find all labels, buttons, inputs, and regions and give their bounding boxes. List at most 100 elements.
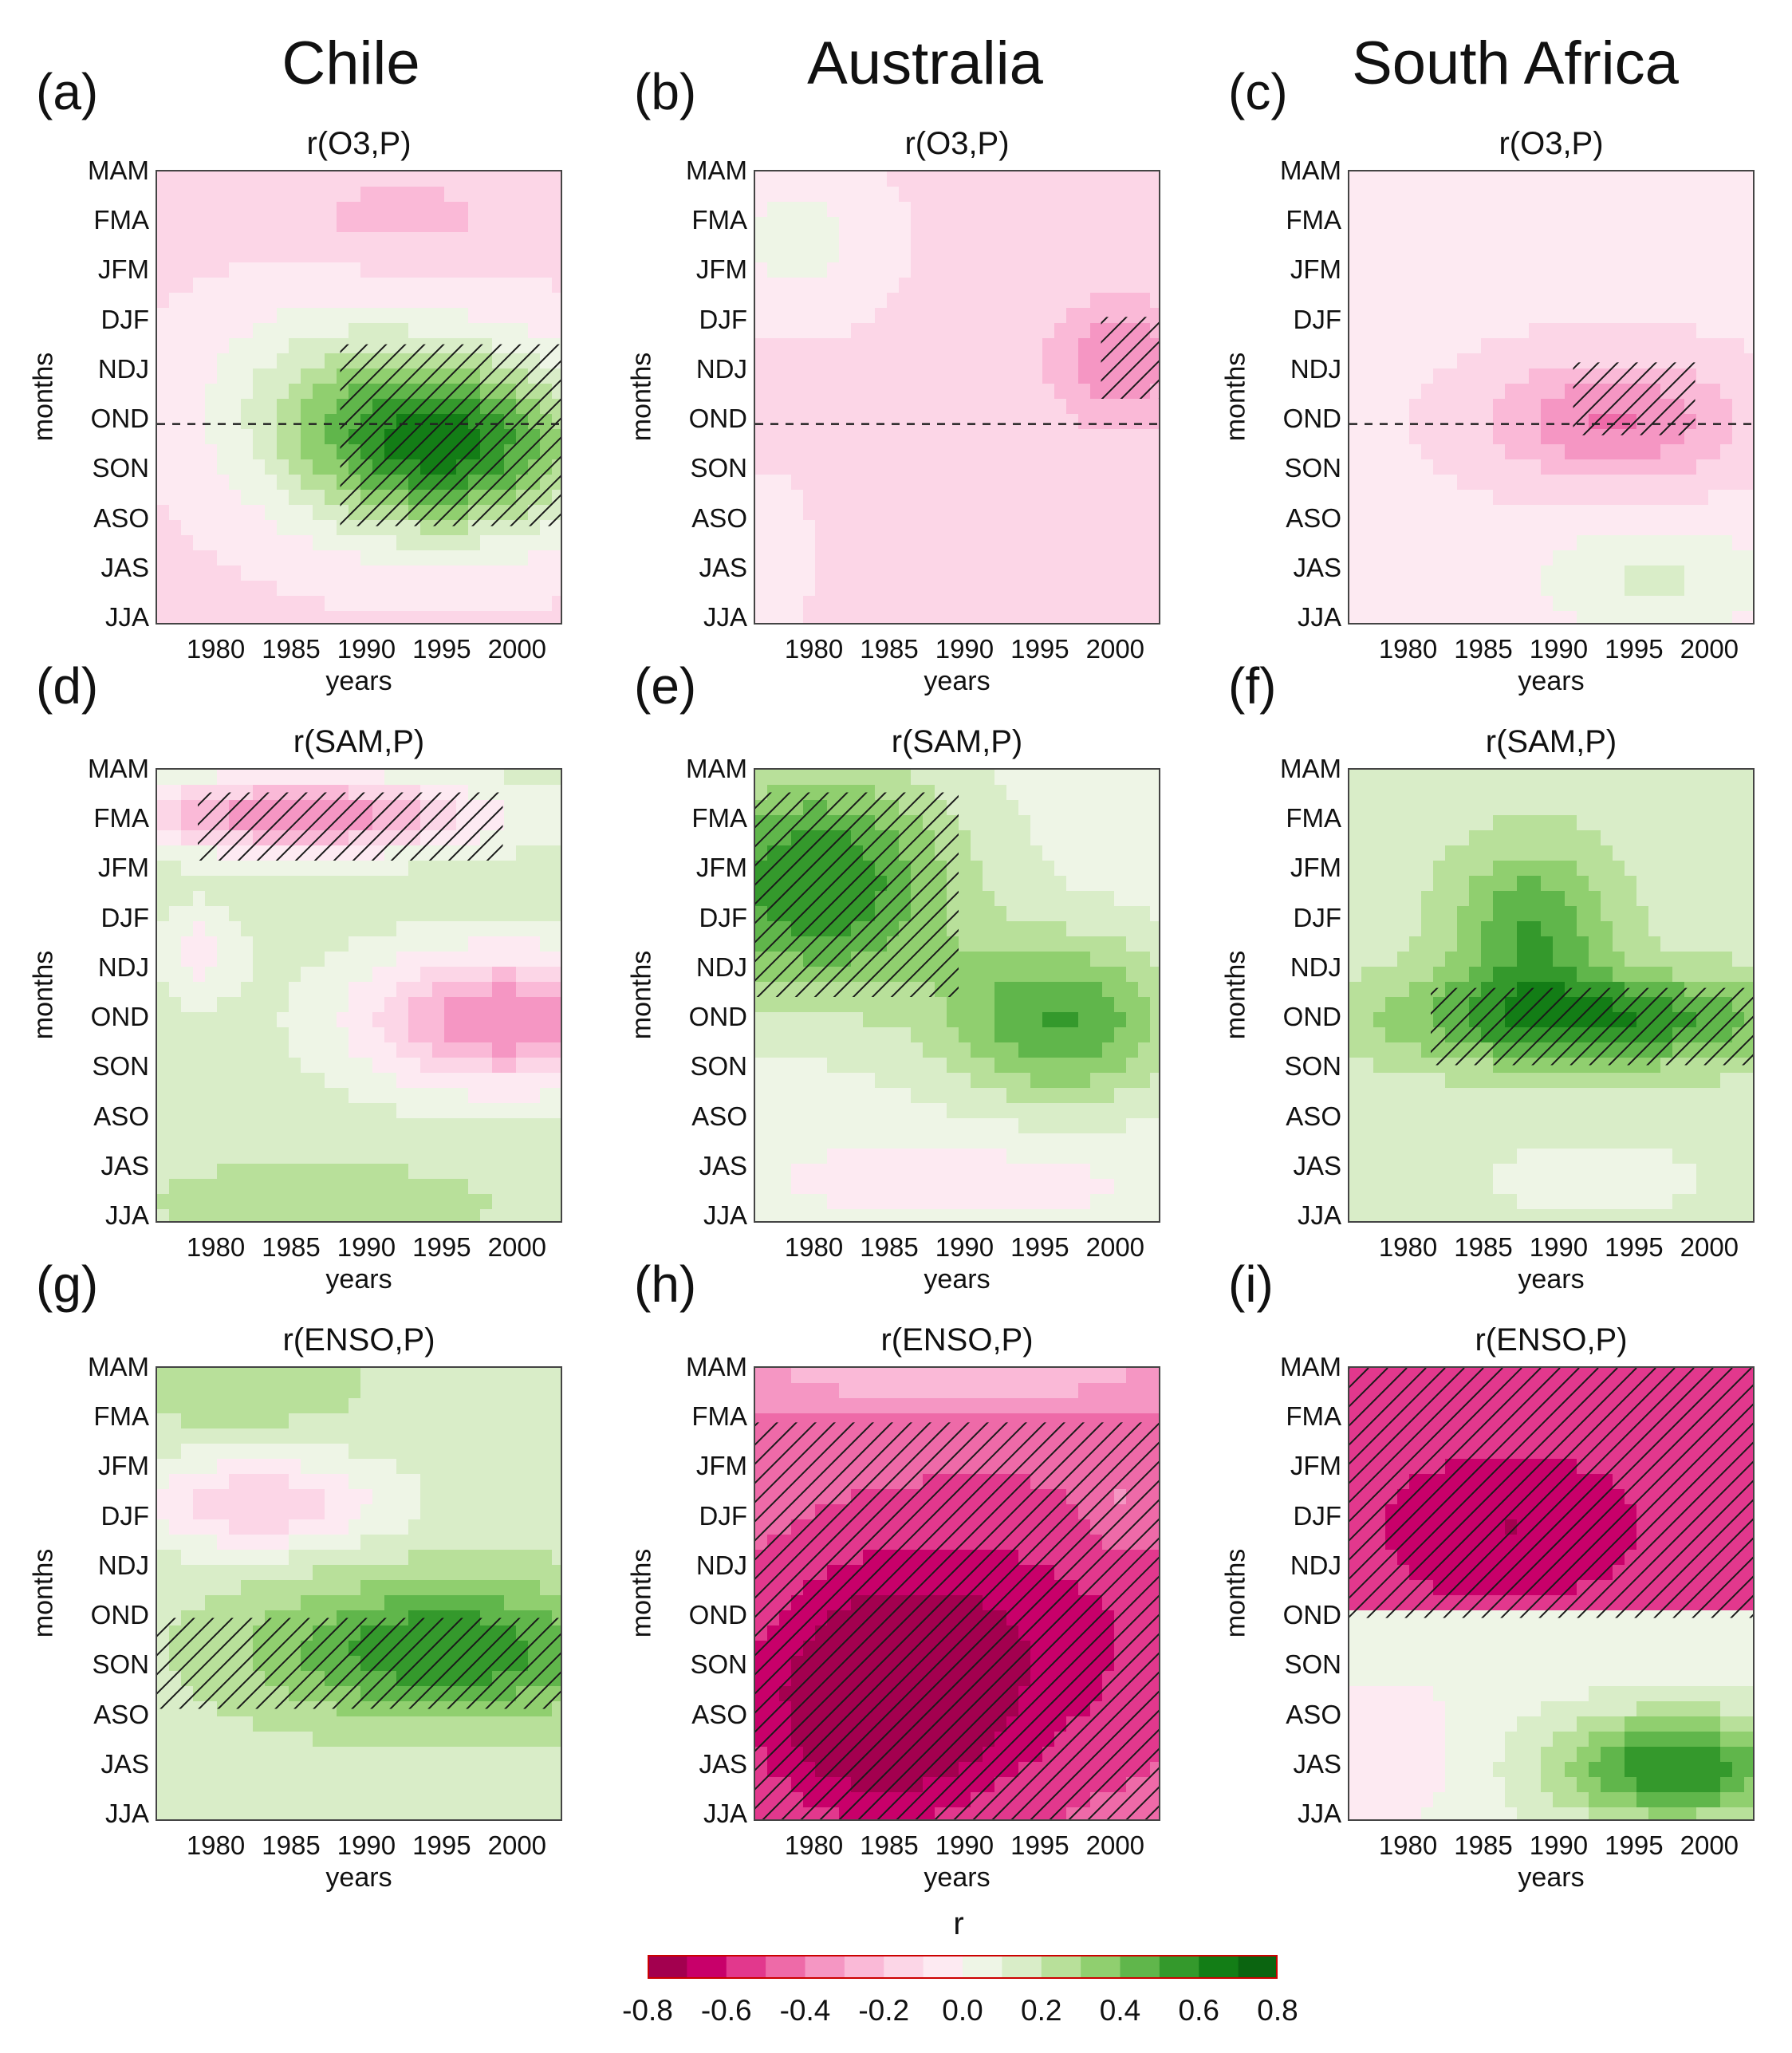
heatmap-cell bbox=[193, 891, 206, 907]
heatmap-cell bbox=[193, 936, 206, 952]
heatmap-cell bbox=[420, 921, 433, 937]
heatmap-cell bbox=[791, 581, 804, 597]
heatmap-cell bbox=[432, 815, 445, 831]
heatmap-cell bbox=[157, 891, 170, 907]
y-tick-label: MAM bbox=[88, 156, 149, 185]
heatmap-cell bbox=[193, 785, 206, 801]
heatmap-cell bbox=[492, 770, 505, 786]
heatmap-cell bbox=[504, 936, 517, 952]
heatmap-cell bbox=[1577, 611, 1589, 623]
heatmap-cell bbox=[217, 1209, 230, 1221]
heatmap-cell bbox=[959, 1103, 971, 1119]
heatmap-cell bbox=[1006, 459, 1019, 475]
heatmap-cell bbox=[1457, 202, 1470, 218]
heatmap-cell bbox=[851, 384, 864, 400]
heatmap-cell bbox=[1493, 414, 1506, 430]
heatmap-cell bbox=[157, 596, 170, 612]
heatmap-cell bbox=[372, 399, 385, 415]
heatmap-cell bbox=[1672, 444, 1685, 460]
heatmap-cell bbox=[959, 187, 971, 203]
heatmap-cell bbox=[779, 815, 792, 831]
heatmap-cell bbox=[181, 1179, 194, 1195]
heatmap-cell bbox=[205, 815, 218, 831]
heatmap-cell bbox=[456, 982, 469, 998]
heatmap-cell bbox=[1138, 187, 1151, 203]
heatmap-cell bbox=[528, 876, 541, 892]
heatmap-cell bbox=[839, 891, 852, 907]
heatmap-cell bbox=[839, 550, 852, 566]
heatmap-cell bbox=[755, 1194, 768, 1210]
heatmap-cell bbox=[1493, 535, 1506, 551]
heatmap-cell bbox=[1672, 262, 1685, 278]
heatmap-cell bbox=[1469, 520, 1482, 536]
heatmap-cell bbox=[1445, 171, 1458, 187]
heatmap-cell bbox=[301, 997, 313, 1013]
heatmap-cell bbox=[983, 187, 995, 203]
heatmap-cell bbox=[408, 845, 421, 861]
heatmap-cell bbox=[217, 876, 230, 892]
heatmap-cell bbox=[779, 475, 792, 491]
heatmap-cell bbox=[755, 815, 768, 831]
heatmap-cell bbox=[516, 861, 529, 877]
heatmap-cell bbox=[492, 1179, 505, 1195]
heatmap-cell bbox=[360, 399, 373, 415]
heatmap-cell bbox=[863, 770, 876, 786]
heatmap-cell bbox=[516, 384, 529, 400]
heatmap-cell bbox=[1505, 444, 1518, 460]
heatmap-cell bbox=[1054, 505, 1067, 521]
heatmap-cell bbox=[325, 262, 337, 278]
heatmap-cell bbox=[1385, 384, 1398, 400]
heatmap-cell bbox=[947, 1088, 959, 1104]
heatmap-cell bbox=[265, 876, 278, 892]
heatmap-cell bbox=[911, 187, 924, 203]
heatmap-cell bbox=[875, 535, 888, 551]
heatmap-cell bbox=[887, 845, 900, 861]
hatch-line bbox=[1581, 362, 1658, 435]
heatmap-cell bbox=[384, 921, 397, 937]
heatmap-cell bbox=[1006, 171, 1019, 187]
heatmap-cell bbox=[827, 785, 840, 801]
heatmap-cell bbox=[803, 459, 816, 475]
heatmap-cell bbox=[791, 785, 804, 801]
heatmap-cell bbox=[1054, 384, 1067, 400]
heatmap-cell bbox=[1361, 565, 1374, 581]
heatmap-cell bbox=[420, 845, 433, 861]
heatmap-cell bbox=[277, 505, 289, 521]
heatmap-cell bbox=[779, 323, 792, 339]
heatmap-cell bbox=[313, 1042, 325, 1058]
heatmap-cell bbox=[923, 596, 935, 612]
heatmap-cell bbox=[1493, 323, 1506, 339]
heatmap-cell bbox=[791, 353, 804, 369]
heatmap-cell bbox=[289, 1027, 301, 1043]
heatmap-cell bbox=[1589, 232, 1601, 248]
heatmap-cell bbox=[947, 581, 959, 597]
heatmap-cell bbox=[504, 262, 517, 278]
heatmap-cell bbox=[169, 1042, 182, 1058]
heatmap-cell bbox=[1613, 368, 1625, 384]
heatmap-cell bbox=[911, 520, 924, 536]
heatmap-cell bbox=[1385, 293, 1398, 309]
heatmap-cell bbox=[755, 936, 768, 952]
heatmap-cell bbox=[420, 891, 433, 907]
panel-title: r(O3,P) bbox=[306, 126, 412, 161]
heatmap-cell bbox=[325, 247, 337, 263]
heatmap-cell bbox=[217, 1058, 230, 1074]
heatmap-cell bbox=[1397, 414, 1410, 430]
heatmap-cell bbox=[959, 815, 971, 831]
heatmap-cell bbox=[408, 1164, 421, 1180]
heatmap-cell bbox=[1385, 187, 1398, 203]
heatmap-cell bbox=[444, 581, 457, 597]
heatmap-cell bbox=[875, 1209, 888, 1221]
heatmap-cell bbox=[815, 1073, 828, 1089]
heatmap-cell bbox=[313, 232, 325, 248]
heatmap-cell bbox=[253, 262, 266, 278]
heatmap-cell bbox=[265, 997, 278, 1013]
heatmap-cell bbox=[253, 997, 266, 1013]
heatmap-cell bbox=[863, 1088, 876, 1104]
heatmap-cell bbox=[1553, 353, 1566, 369]
heatmap-cell bbox=[923, 1133, 935, 1149]
heatmap-cell bbox=[923, 353, 935, 369]
heatmap-cell bbox=[1006, 187, 1019, 203]
heatmap-cell bbox=[325, 202, 337, 218]
heatmap-cell bbox=[1696, 247, 1709, 263]
